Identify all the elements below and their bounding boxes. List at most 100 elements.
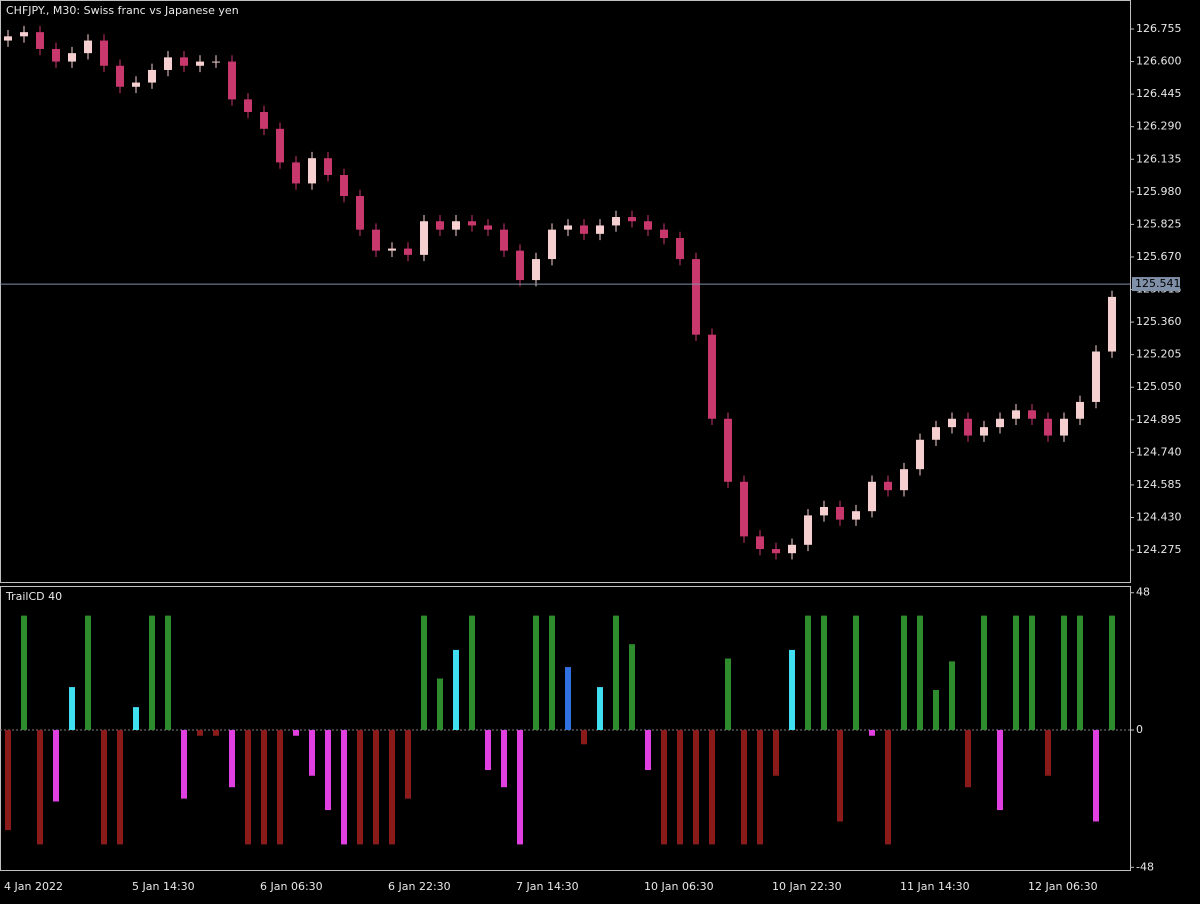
histogram-bar xyxy=(421,615,427,730)
x-tick-label: 7 Jan 14:30 xyxy=(516,880,579,893)
x-tick-label: 10 Jan 06:30 xyxy=(644,880,714,893)
candle-body xyxy=(548,229,556,260)
histogram-bar xyxy=(549,615,555,730)
histogram-bar xyxy=(1093,730,1099,822)
histogram-bar xyxy=(981,615,987,730)
y-tick-label: 125.670 xyxy=(1136,250,1182,263)
histogram-bar xyxy=(357,730,363,845)
y-tick-label: 126.135 xyxy=(1136,152,1182,165)
main-frame xyxy=(0,0,1131,583)
candle-body xyxy=(388,248,396,251)
candle-body xyxy=(436,221,444,230)
y-tick-label: 48 xyxy=(1136,586,1150,599)
candle-body xyxy=(756,536,764,550)
y-tick-label: 125.360 xyxy=(1136,315,1182,328)
candle-body xyxy=(452,221,460,230)
last-price-label: 125.541 xyxy=(1135,277,1181,290)
histogram-bar xyxy=(613,615,619,730)
histogram-bar xyxy=(901,615,907,730)
candle-body xyxy=(644,221,652,230)
candle-body xyxy=(516,250,524,281)
candle-body xyxy=(132,82,140,87)
histogram-bar xyxy=(837,730,843,822)
candle-body xyxy=(196,61,204,66)
candle-body xyxy=(84,40,92,54)
candle-body xyxy=(308,158,316,184)
candle-body xyxy=(420,221,428,255)
y-tick-label: 124.895 xyxy=(1136,413,1182,426)
histogram-bar xyxy=(757,730,763,845)
candle-body xyxy=(628,217,636,222)
y-tick-label: 126.445 xyxy=(1136,87,1182,100)
histogram-bar xyxy=(1029,615,1035,730)
histogram-bar xyxy=(21,615,27,730)
y-tick-label: -48 xyxy=(1136,860,1154,873)
histogram-bar xyxy=(1013,615,1019,730)
histogram-bar xyxy=(677,730,683,845)
histogram-bar xyxy=(309,730,315,776)
histogram-bar xyxy=(965,730,971,788)
histogram-bar xyxy=(1061,615,1067,730)
histogram-bar xyxy=(165,615,171,730)
candle-body xyxy=(708,334,716,419)
histogram-bar xyxy=(1045,730,1051,776)
histogram-bar xyxy=(229,730,235,788)
histogram-bar xyxy=(789,649,795,730)
histogram-bar xyxy=(485,730,491,771)
histogram-bar xyxy=(213,730,219,736)
candle-body xyxy=(4,36,12,41)
y-tick-label: 125.825 xyxy=(1136,217,1182,230)
histogram-bar xyxy=(997,730,1003,811)
histogram-bar xyxy=(517,730,523,845)
y-tick-label: 124.275 xyxy=(1136,543,1182,556)
candle-body xyxy=(996,418,1004,428)
candle-body xyxy=(404,248,412,255)
candle-body xyxy=(36,32,44,49)
histogram-bar xyxy=(629,644,635,730)
x-tick-label: 10 Jan 22:30 xyxy=(772,880,842,893)
candle-body xyxy=(724,418,732,482)
candle-body xyxy=(52,48,60,62)
histogram-bar xyxy=(725,658,731,730)
candle-body xyxy=(596,225,604,234)
histogram-bar xyxy=(389,730,395,845)
candle-body xyxy=(836,506,844,520)
y-tick-label: 125.980 xyxy=(1136,185,1182,198)
histogram-bar xyxy=(709,730,715,845)
candle-body xyxy=(100,40,108,66)
y-tick-label: 0 xyxy=(1136,723,1143,736)
candle-body xyxy=(964,418,972,436)
candle-body xyxy=(468,221,476,226)
candle-body xyxy=(500,229,508,251)
histogram-bar xyxy=(117,730,123,845)
x-tick-label: 12 Jan 06:30 xyxy=(1028,880,1098,893)
histogram-bar xyxy=(917,615,923,730)
candle-body xyxy=(884,481,892,491)
candle-body xyxy=(532,259,540,281)
indicator-frame xyxy=(0,586,1131,871)
histogram-bar xyxy=(101,730,107,845)
candle-body xyxy=(772,549,780,554)
candle-body xyxy=(980,427,988,436)
candle-body xyxy=(244,99,252,112)
y-tick-label: 124.585 xyxy=(1136,478,1182,491)
last-price-box xyxy=(1132,277,1180,292)
histogram-bar xyxy=(597,687,603,730)
histogram-bar xyxy=(661,730,667,845)
histogram-bar xyxy=(69,687,75,730)
histogram-bar xyxy=(437,678,443,730)
y-tick-label: 126.755 xyxy=(1136,22,1182,35)
y-tick-label: 125.050 xyxy=(1136,380,1182,393)
histogram-bar xyxy=(1109,615,1115,730)
chart-title: CHFJPY., M30: Swiss franc vs Japanese ye… xyxy=(6,4,239,17)
histogram-bar xyxy=(645,730,651,771)
y-tick-label: 124.740 xyxy=(1136,445,1182,458)
candle-body xyxy=(1012,410,1020,419)
candle-body xyxy=(692,259,700,335)
y-tick-label: 124.430 xyxy=(1136,510,1182,523)
histogram-bar xyxy=(949,661,955,730)
x-tick-label: 4 Jan 2022 xyxy=(4,880,63,893)
candle-body xyxy=(1076,401,1084,419)
histogram-bar xyxy=(261,730,267,845)
